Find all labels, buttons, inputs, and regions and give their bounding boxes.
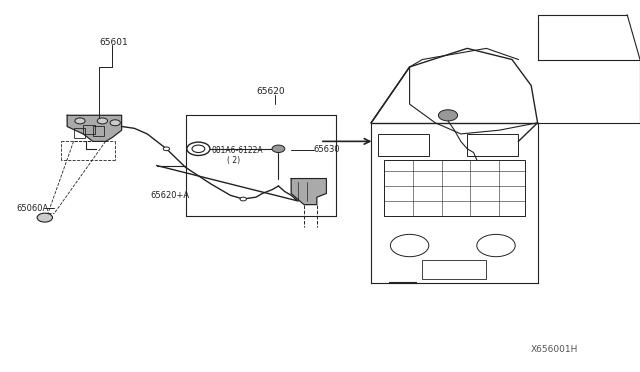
Bar	[74, 128, 85, 138]
Circle shape	[37, 213, 52, 222]
Bar	[384, 160, 525, 216]
Bar	[422, 260, 486, 279]
Text: 081A6-6122A: 081A6-6122A	[211, 146, 263, 155]
Text: 65620: 65620	[256, 87, 285, 96]
Text: X656001H: X656001H	[531, 345, 579, 354]
Text: ( 2): ( 2)	[227, 156, 241, 165]
Text: 65601: 65601	[99, 38, 128, 47]
Polygon shape	[291, 179, 326, 205]
Bar	[93, 126, 104, 136]
Circle shape	[163, 147, 170, 151]
Circle shape	[75, 118, 85, 124]
Circle shape	[240, 197, 246, 201]
Bar	[83, 125, 95, 134]
Text: 65060A: 65060A	[16, 204, 48, 213]
Circle shape	[110, 120, 120, 126]
Bar	[378, 134, 429, 156]
Text: 65620+A: 65620+A	[150, 191, 189, 200]
Text: 65630: 65630	[314, 145, 340, 154]
Circle shape	[187, 142, 210, 155]
Circle shape	[438, 110, 458, 121]
Polygon shape	[67, 115, 122, 141]
Circle shape	[272, 145, 285, 153]
Bar	[467, 134, 518, 156]
Circle shape	[97, 118, 108, 124]
